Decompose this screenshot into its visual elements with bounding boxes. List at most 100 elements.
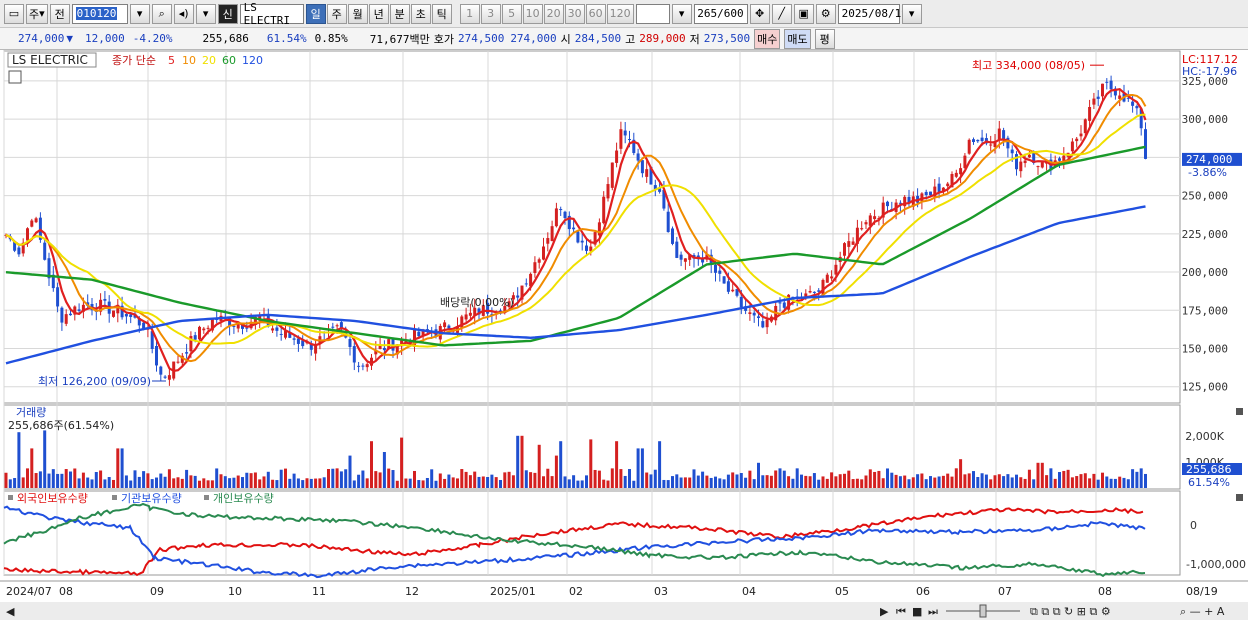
tab-minute-30[interactable]: 30	[564, 3, 585, 24]
minute-dropdown-icon[interactable]: ▾	[671, 3, 692, 24]
candle-body	[546, 238, 550, 244]
x-tick-label: 07	[998, 585, 1012, 598]
prev-button[interactable]: 전	[49, 3, 70, 24]
tab-minute-60[interactable]: 60	[585, 3, 606, 24]
tab-minute-20[interactable]: 20	[543, 3, 564, 24]
gear-icon[interactable]: ⚙	[815, 3, 836, 24]
speaker-icon[interactable]: ◂)	[173, 3, 194, 24]
holding-line-2	[3, 502, 1146, 578]
sell-button[interactable]: 매도	[784, 28, 811, 49]
buy-button[interactable]: 매수	[754, 28, 781, 49]
zoom-slider-handle	[979, 604, 987, 618]
date-input[interactable]: 2025/08/19	[837, 3, 908, 24]
volume-bar	[370, 441, 373, 488]
tab-minute-5[interactable]: 5	[501, 3, 522, 24]
candle-body	[658, 187, 662, 192]
window-icon[interactable]: ▭	[4, 3, 24, 24]
save-icon[interactable]: ▣	[793, 3, 814, 24]
volume-bar	[886, 468, 889, 488]
volume-bar	[701, 471, 705, 488]
volume-bar	[296, 478, 300, 488]
lc-label: LC:117.12	[1182, 53, 1238, 66]
candle-body	[963, 155, 967, 169]
ma-120-line	[5, 205, 1146, 365]
volume-bar	[456, 478, 459, 488]
volume-bar	[1049, 468, 1053, 488]
search-icon[interactable]: ⌕	[151, 3, 172, 24]
volume-bar	[142, 471, 146, 488]
minute-custom-input[interactable]	[635, 3, 670, 24]
tab-period-2[interactable]: 월	[347, 3, 368, 24]
volume-bar	[1118, 476, 1122, 488]
draw-line-icon[interactable]: ╱	[771, 3, 792, 24]
candle-body	[1023, 160, 1027, 164]
volume-bar	[395, 480, 399, 488]
candle-body	[352, 346, 356, 363]
volume-bar	[739, 473, 743, 488]
tab-period-5[interactable]: 초	[410, 3, 431, 24]
tab-minute-120[interactable]: 120	[606, 3, 634, 24]
candle-body	[253, 316, 257, 325]
candle-body	[129, 314, 133, 317]
bottom-scrollbar[interactable]: ◀ ▶ ⏮ ■ ⏭ ⧉ ⧉ ⧉ ↻ ⊞ ⧉ ⚙ ⌕ — + A	[0, 602, 1248, 620]
candle-body	[400, 339, 404, 347]
tab-period-3[interactable]: 년	[368, 3, 389, 24]
holding-line-0	[3, 507, 1144, 577]
tab-period-4[interactable]: 분	[389, 3, 410, 24]
tab-minute-10[interactable]: 10	[522, 3, 543, 24]
candle-body	[13, 241, 17, 251]
last-price-label: 274,000	[1186, 153, 1232, 166]
volume-value-text: 255,686주(61.54%)	[8, 419, 114, 432]
holding-panel: 외국인보유수량 기관보유수량 개인보유수량 0 -1,000,000	[3, 492, 1246, 579]
volume-bar	[1144, 473, 1147, 488]
candle-body	[529, 273, 533, 287]
volume-bar	[993, 475, 997, 488]
quote-bar: 274,000 ▼ 12,000 -4.20% 255,686 61.54% 0…	[0, 28, 1248, 50]
stock-code-input[interactable]: 010120	[71, 3, 128, 24]
crosshair-icon[interactable]: ✥	[749, 3, 770, 24]
tab-minute-3[interactable]: 3	[480, 3, 501, 24]
candle-body	[550, 226, 554, 242]
candle-body	[701, 257, 705, 263]
volume-bar	[761, 475, 765, 488]
eval-button[interactable]: 평	[814, 28, 835, 49]
tab-period-0[interactable]: 일	[305, 3, 326, 24]
type-select[interactable]: 주 ▾	[26, 3, 48, 24]
volume-bar	[1122, 477, 1126, 488]
volume-bar	[989, 479, 993, 488]
volume-bar	[176, 477, 180, 488]
volume-bar	[430, 469, 434, 488]
volume-bar	[73, 468, 77, 488]
volume-bar	[787, 476, 791, 488]
candle-body	[1079, 133, 1083, 137]
speaker-dropdown-icon[interactable]: ▾	[195, 3, 216, 24]
candle-body	[864, 222, 868, 225]
open-label: 시	[560, 32, 571, 46]
stop-icon: ■	[912, 605, 922, 618]
new-listing-badge[interactable]: 신	[217, 3, 238, 24]
calendar-dropdown-icon[interactable]: ▾	[901, 3, 922, 24]
stock-chart[interactable]: 325,000300,000275,000250,000225,000200,0…	[0, 50, 1248, 621]
zoom-controls: ⌕ — + A	[1180, 605, 1225, 618]
tab-minute-1[interactable]: 1	[459, 3, 480, 24]
count-input[interactable]: 265/600	[693, 3, 748, 24]
candle-body	[477, 308, 481, 315]
ask-price: 274,500	[457, 32, 505, 45]
candle-body	[77, 309, 81, 311]
tab-period-6[interactable]: 틱	[431, 3, 452, 24]
candle-body	[825, 274, 829, 283]
candle-body	[1083, 119, 1087, 134]
volume-bar	[64, 469, 68, 488]
stock-name-field[interactable]: LS ELECTRI	[239, 1, 304, 27]
volume-bar	[529, 472, 533, 488]
candle-body	[1075, 138, 1079, 142]
code-dropdown-icon[interactable]: ▾	[129, 3, 150, 24]
candle-body	[1006, 137, 1010, 149]
volume-bar	[133, 470, 137, 488]
candle-body	[1139, 108, 1143, 129]
volume-bar	[757, 462, 760, 488]
candle-body	[241, 323, 244, 329]
candle-body	[447, 325, 451, 329]
tab-period-1[interactable]: 주	[326, 3, 347, 24]
volume-bar	[344, 469, 348, 488]
